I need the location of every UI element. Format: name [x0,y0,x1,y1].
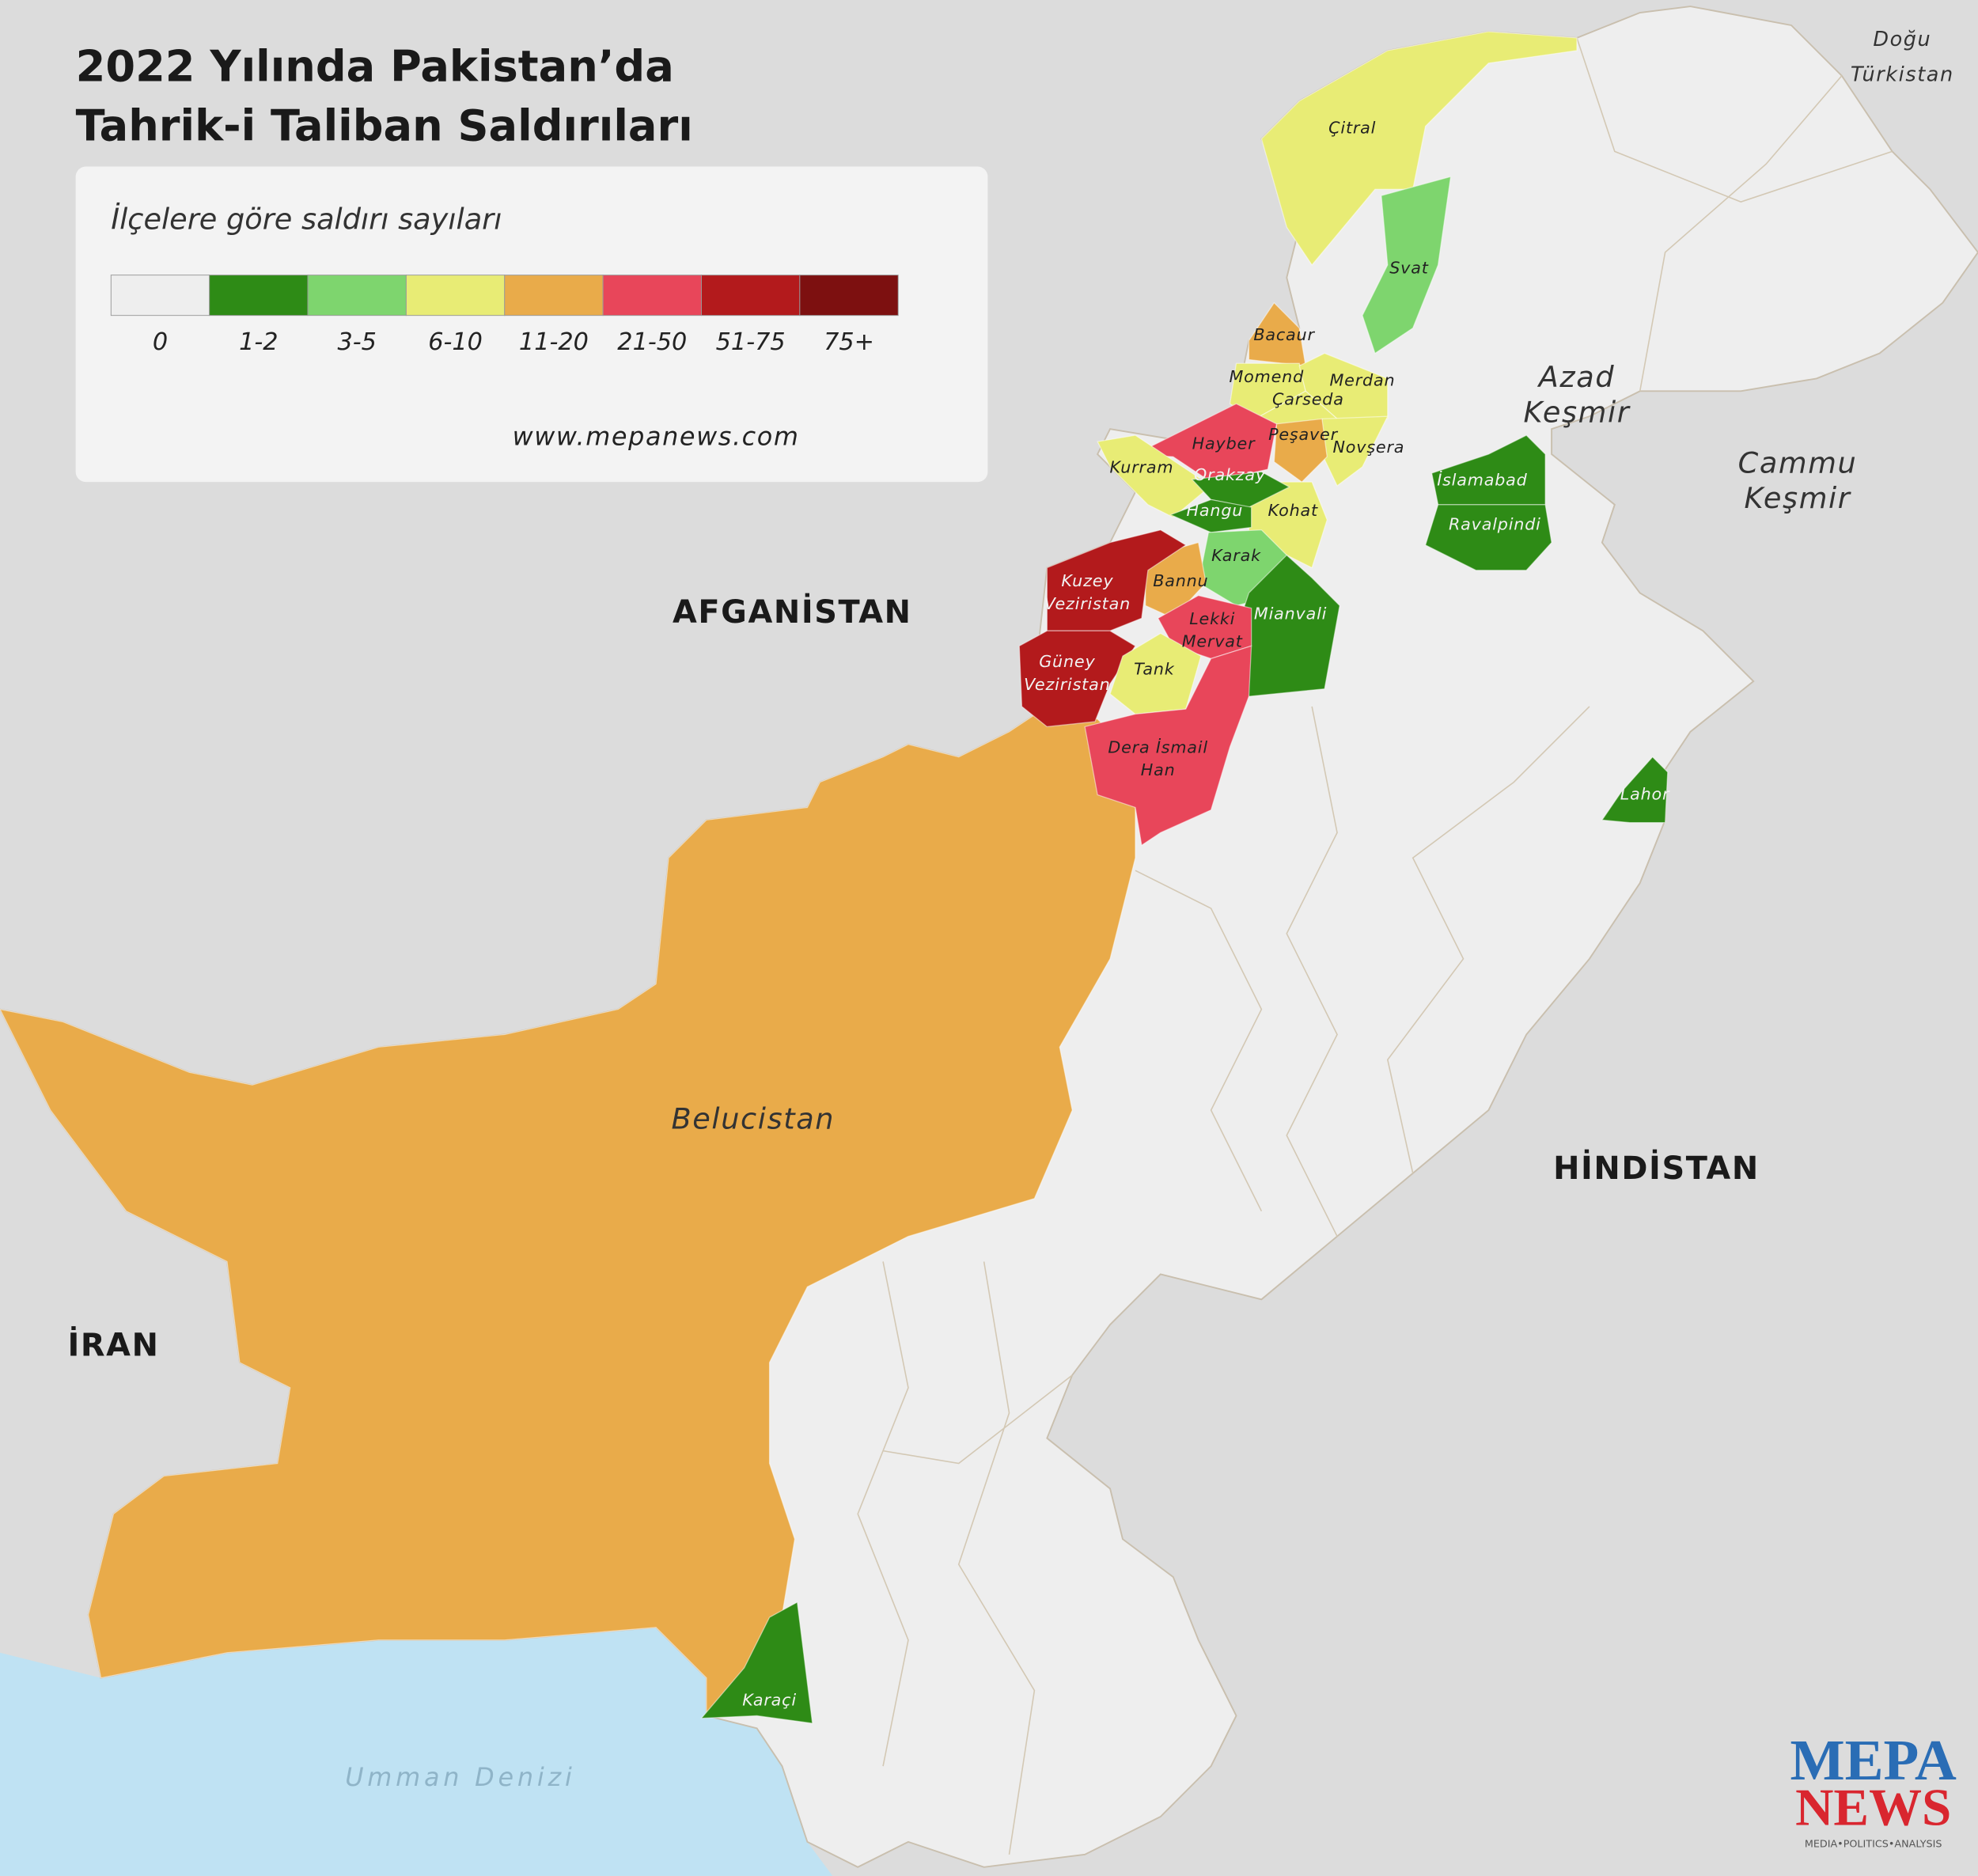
district-label: Lahor [1620,785,1670,804]
district-label: Kuzey [1061,571,1113,590]
legend-label: 3-5 [337,328,376,356]
district-label: Mervat [1182,632,1243,651]
country-label: İRAN [67,1326,159,1363]
legend-box [75,166,988,483]
district-label: Çitral [1328,119,1376,138]
district [1097,434,1212,518]
legend-label: 75+ [824,328,874,356]
district [700,1601,813,1724]
district [1084,645,1252,847]
district-label: Bannu [1153,571,1208,590]
legend-label: 11-20 [519,328,589,356]
district [1018,630,1136,728]
district-label: Svat [1389,259,1429,278]
legend-label: 21-50 [617,328,687,356]
legend-swatch [209,275,309,316]
sea-label: Umman Denizi [345,1762,576,1792]
district-label: Karaçi [742,1690,797,1709]
district [1424,504,1552,571]
district-label: Novşera [1333,438,1405,457]
legend: 0 1-2 3-5 6-10 11-20 21-50 51-75 75+ [110,275,899,356]
border [1576,37,1893,203]
district-label: Veziristan [1024,675,1110,694]
district-label: Merdan [1329,371,1395,390]
district-label: Karak [1211,546,1261,565]
districts: Belucistan Çitral Svat Bacaur Momend MerdanÇa… [0,31,1670,1724]
border [957,1261,1036,1855]
country-label: HİNDİSTAN [1553,1150,1760,1187]
district-label: Çarseda [1272,389,1344,408]
district-label: Hangu [1187,501,1244,520]
border [1286,706,1338,1237]
district [0,706,1136,1717]
district-label: Veziristan [1044,594,1131,613]
district-label: Dera İsmail [1108,737,1208,757]
sea [0,1627,833,1876]
district-label: Orakzay [1194,465,1266,484]
legend-label: 6-10 [428,328,483,356]
district [1191,471,1290,508]
legend-swatch [602,275,702,316]
legend-swatch [799,275,899,316]
region-label: Keşmir [1524,396,1631,430]
logo-tagline: MEDIA•POLITICS•ANALYSIS [1805,1839,1942,1851]
legend-swatch [110,275,210,316]
border [1639,75,1843,392]
border [1135,870,1263,1212]
district [1601,756,1669,824]
title-line: Tahrik-i Taliban Saldırıları [76,100,693,150]
legend-swatch [701,275,801,316]
legend-swatch [405,275,506,316]
district-label: Güney [1039,652,1095,671]
district-label: Kurram [1109,458,1173,477]
legend-title: İlçelere göre saldırı sayıları [111,203,502,237]
region-label: Azad [1537,360,1615,394]
district-label: Momend [1229,367,1304,386]
district [1248,301,1306,367]
border [882,1374,1073,1465]
border [1386,706,1590,1174]
legend-label: 0 [153,328,168,356]
district-label: Lekki [1189,609,1235,628]
legend-label: 1-2 [239,328,278,356]
district-label: Kohat [1268,501,1319,520]
region-label: Keşmir [1745,481,1851,515]
region-label: Belucistan [672,1101,836,1135]
district-label: Peşaver [1268,425,1339,444]
legend-swatch [504,275,604,316]
region-label: Cammu [1738,445,1858,479]
district [1133,403,1278,483]
region-label: Doğu [1873,28,1931,51]
country-label: AFGANİSTAN [673,593,912,631]
district-label: Tank [1134,660,1175,679]
district-label: Han [1141,760,1176,779]
logo-top: MEPA [1790,1728,1956,1792]
district [1362,176,1452,354]
title-line: 2022 Yılında Pakistan’da [76,41,674,91]
region-label: Türkistan [1851,63,1954,87]
legend-swatch [307,275,407,316]
district-label: Hayber [1192,434,1256,453]
source: www.mepanews.com [513,421,800,451]
legend-label: 51-75 [716,328,786,356]
district-label: Mianvali [1254,604,1327,623]
district [1273,418,1328,483]
district-label: Bacaur [1253,325,1315,344]
logo-bottom: NEWS [1795,1779,1951,1837]
district-label: İslamabad [1437,470,1527,490]
district-label: Ravalpindi [1449,514,1541,533]
border [857,1261,909,1767]
district-borders [857,37,1893,1855]
district [1260,31,1578,266]
district [1169,498,1252,533]
